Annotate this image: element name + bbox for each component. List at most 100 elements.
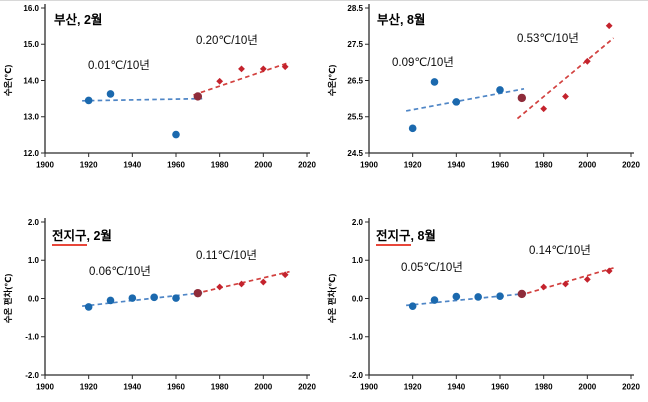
data-point-circle [84, 96, 93, 105]
trend-rate-annotation-early: 0.06℃/10년 [89, 266, 151, 278]
panel-busan-feb: 12.0 13.0 14.0 15.0 16.0 1900 1920 1940 1960 1980… [0, 1, 324, 202]
trend-rate-annotation-late: 0.53℃/10년 [517, 33, 579, 45]
data-point-circle [84, 303, 93, 311]
trend-line [406, 292, 527, 307]
y-tick-label: 2.0 [28, 218, 40, 227]
y-tick-label: -2.0 [349, 371, 363, 380]
chart-title-month: , 8월 [410, 229, 436, 243]
x-tick-label: 2020 [622, 161, 640, 170]
trend-rate-annotation-late: 0.11℃/10년 [196, 250, 258, 262]
x-tick-label: 2000 [254, 161, 272, 170]
y-tick-label: 14.0 [23, 76, 39, 85]
data-point-circle [517, 93, 527, 103]
x-tick-label: 1960 [167, 383, 185, 392]
y-tick-label: -1.0 [349, 333, 363, 342]
data-point-diamond [216, 283, 224, 291]
x-tick-label: 2000 [254, 383, 272, 392]
chart-title-month: , 2월 [86, 229, 112, 243]
data-point-circle [193, 92, 203, 101]
x-tick-label: 1900 [36, 383, 54, 392]
x-tick-label: 1920 [80, 383, 98, 392]
y-axis-label: 수온(℃) [327, 65, 337, 97]
chart-title-month: , 8월 [400, 13, 426, 27]
chart-global-feb: -2.0 -1.0 0.0 1.0 2.0 1900 1920 1940 1960 1980 200… [3, 218, 316, 392]
data-point-diamond [281, 271, 289, 279]
trend-line [82, 97, 203, 102]
data-point-diamond [238, 65, 245, 73]
data-point-diamond [259, 65, 267, 73]
y-tick-label: 16.0 [23, 4, 39, 13]
data-point-circle [496, 292, 504, 301]
data-point-circle [408, 124, 417, 133]
y-tick-label: 0.0 [352, 294, 364, 303]
x-tick-label: 1960 [167, 161, 185, 170]
x-tick-label: 2020 [298, 161, 316, 170]
data-point-diamond [540, 105, 548, 113]
x-tick-label: 1940 [123, 161, 141, 170]
chart-title-region: 부산 [377, 13, 401, 27]
x-tick-label: 1980 [535, 383, 553, 392]
y-tick-label: 24.5 [347, 149, 363, 158]
data-point-diamond [238, 280, 245, 288]
x-tick-label: 1960 [491, 383, 509, 392]
chart-busan-aug: 24.5 25.5 26.5 27.5 28.5 1900 1920 1940 1960 1980… [327, 4, 640, 170]
trend-rate-annotation-late: 0.20℃/10년 [196, 35, 258, 47]
data-point-diamond [216, 77, 224, 85]
trend-rate-annotation-early: 0.05℃/10년 [401, 262, 463, 274]
trend-line [405, 88, 525, 112]
y-axis-label: 수온(℃) [3, 65, 13, 97]
y-tick-label: 28.5 [347, 4, 363, 13]
y-axis-label: 수온 편차(℃) [327, 274, 337, 324]
chart-title: 부산, 8월 [377, 9, 425, 28]
data-point-circle [106, 90, 115, 98]
data-point-circle [474, 293, 482, 301]
data-point-diamond [562, 93, 569, 100]
panel-global-aug: -2.0 -1.0 0.0 1.0 2.0 1900 1920 1940 1960 1980 200… [324, 202, 648, 402]
data-point-diamond [281, 63, 289, 71]
y-axis-label: 수온 편차(℃) [3, 274, 13, 324]
x-tick-label: 1940 [447, 161, 465, 170]
x-tick-label: 2000 [578, 161, 596, 170]
chart-title: 전지구, 8월 [376, 225, 436, 246]
data-point-circle [128, 294, 137, 302]
x-tick-label: 1920 [80, 161, 98, 170]
panel-busan-aug: 24.5 25.5 26.5 27.5 28.5 1900 1920 1940 1960 1980… [324, 1, 648, 202]
y-tick-label: 2.0 [352, 218, 364, 227]
data-point-circle [496, 86, 504, 94]
y-tick-label: 25.5 [347, 113, 363, 122]
x-tick-label: 1940 [447, 383, 465, 392]
trend-line [193, 61, 290, 96]
trend-rate-annotation-early: 0.09℃/10년 [392, 57, 454, 69]
panel-global-feb: -2.0 -1.0 0.0 1.0 2.0 1900 1920 1940 1960 1980 200… [0, 202, 324, 402]
data-point-circle [452, 98, 461, 106]
y-tick-label: 26.5 [347, 76, 363, 85]
y-tick-label: 1.0 [352, 256, 364, 265]
y-tick-label: -2.0 [25, 371, 39, 380]
trend-rate-annotation-late: 0.14℃/10년 [529, 245, 591, 257]
data-point-circle [172, 294, 180, 302]
y-tick-label: 1.0 [28, 256, 40, 265]
x-tick-label: 1920 [404, 383, 422, 392]
x-tick-label: 1960 [491, 161, 509, 170]
data-point-diamond [540, 283, 548, 291]
x-tick-label: 2000 [578, 383, 596, 392]
data-point-diamond [605, 267, 613, 275]
chart-title-month: , 2월 [77, 13, 103, 27]
chart-global-aug: -2.0 -1.0 0.0 1.0 2.0 1900 1920 1940 1960 1980 200… [327, 218, 640, 392]
chart-title-region: 전지구 [52, 225, 87, 246]
x-tick-label: 1940 [123, 383, 141, 392]
chart-title-region: 전지구 [376, 225, 411, 246]
chart-busan-feb: 12.0 13.0 14.0 15.0 16.0 1900 1920 1940 1960 1980… [3, 4, 316, 170]
data-point-circle [430, 296, 439, 304]
data-point-diamond [583, 57, 591, 65]
data-point-circle [517, 289, 527, 299]
y-tick-label: -1.0 [25, 333, 39, 342]
data-point-circle [193, 288, 203, 298]
chart-title-region: 부산 [54, 13, 78, 27]
y-tick-label: 15.0 [23, 40, 39, 49]
data-point-diamond [259, 278, 267, 286]
x-tick-label: 1900 [36, 161, 54, 170]
trend-rate-annotation-early: 0.01℃/10년 [88, 60, 150, 72]
y-tick-label: 0.0 [28, 294, 40, 303]
